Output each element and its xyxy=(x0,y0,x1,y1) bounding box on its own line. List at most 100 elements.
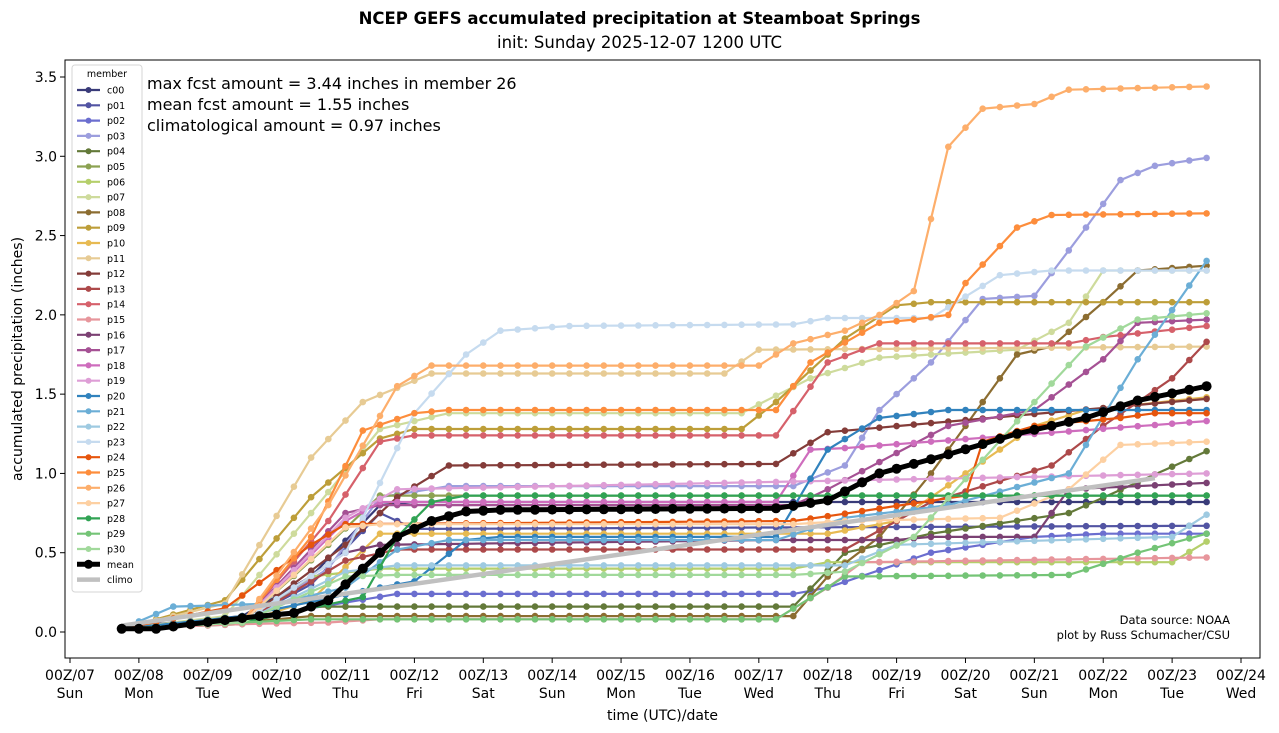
data-point xyxy=(945,540,952,547)
plot-frame xyxy=(64,59,1261,659)
data-point xyxy=(600,406,608,414)
data-point xyxy=(807,446,814,453)
x-tick-day: Mon xyxy=(1088,686,1118,702)
data-point xyxy=(1151,267,1159,274)
data-point xyxy=(445,536,453,544)
data-point xyxy=(703,460,711,468)
data-point xyxy=(256,555,263,563)
legend-label: p05 xyxy=(107,162,125,173)
data-point xyxy=(376,391,384,399)
data-point xyxy=(893,422,900,430)
data-point xyxy=(1186,298,1193,306)
data-point xyxy=(719,503,730,514)
data-point xyxy=(1048,556,1055,563)
data-point xyxy=(376,603,384,610)
data-point xyxy=(686,616,694,623)
data-point xyxy=(617,406,625,414)
data-point xyxy=(858,329,866,337)
data-point xyxy=(1048,328,1055,336)
data-point xyxy=(669,616,676,623)
data-point xyxy=(945,406,952,414)
data-point xyxy=(977,439,988,450)
legend-item-p16: p16 xyxy=(77,330,125,341)
data-point xyxy=(1013,406,1021,414)
data-point xyxy=(288,608,299,618)
data-point xyxy=(824,486,831,493)
data-point xyxy=(1048,380,1055,387)
data-point xyxy=(1203,554,1210,561)
data-point xyxy=(721,460,728,468)
data-point xyxy=(1117,176,1124,184)
data-point xyxy=(1168,306,1176,314)
data-point xyxy=(393,616,401,623)
x-tick-label: 00Z/08 xyxy=(114,668,164,684)
legend-marker xyxy=(85,87,92,93)
data-point xyxy=(962,435,969,443)
data-point xyxy=(1099,211,1107,218)
data-point xyxy=(445,495,453,503)
data-point xyxy=(858,507,866,515)
data-point xyxy=(652,492,659,499)
data-point xyxy=(1099,416,1107,423)
x-tick-day: Wed xyxy=(744,686,775,702)
data-point xyxy=(996,344,1004,352)
legend-label: p09 xyxy=(107,223,125,234)
legend-item-mean: mean xyxy=(77,559,134,571)
data-point xyxy=(342,514,349,522)
data-point xyxy=(428,616,435,623)
data-point xyxy=(841,352,849,360)
data-point xyxy=(411,562,418,569)
data-point xyxy=(342,417,349,424)
data-point xyxy=(772,346,780,353)
x-tick-label: 00Z/14 xyxy=(527,668,577,684)
data-point xyxy=(669,480,676,488)
data-point xyxy=(962,340,969,347)
data-point xyxy=(548,482,556,490)
data-point xyxy=(824,583,831,591)
legend-marker xyxy=(85,408,92,415)
series-line-p03 xyxy=(121,156,1207,630)
data-point xyxy=(686,492,694,499)
data-point xyxy=(738,520,745,528)
data-point xyxy=(514,616,521,623)
data-point xyxy=(772,392,780,400)
data-point xyxy=(684,503,695,514)
x-tick-day: Thu xyxy=(331,686,358,702)
data-point xyxy=(962,475,969,483)
data-point xyxy=(876,311,883,319)
data-point xyxy=(1186,439,1193,446)
data-point xyxy=(876,345,883,353)
data-point xyxy=(686,571,694,579)
data-point xyxy=(738,460,745,468)
data-point xyxy=(927,470,935,477)
data-point xyxy=(927,345,935,352)
legend-label: p12 xyxy=(107,269,125,280)
data-point xyxy=(307,578,315,585)
data-point xyxy=(652,498,659,506)
data-point xyxy=(325,501,332,509)
data-point xyxy=(583,425,590,433)
data-point xyxy=(1203,310,1210,317)
data-point xyxy=(945,437,952,444)
data-point xyxy=(996,271,1004,279)
data-point xyxy=(1099,560,1107,568)
data-point xyxy=(945,143,952,151)
data-point xyxy=(652,520,659,528)
data-point xyxy=(1203,470,1210,477)
data-point xyxy=(428,525,435,533)
data-point xyxy=(962,298,969,306)
data-point xyxy=(1203,492,1210,499)
data-point xyxy=(1203,530,1210,537)
data-point xyxy=(945,482,952,489)
data-point xyxy=(583,482,590,489)
data-point xyxy=(359,522,367,530)
legend-marker xyxy=(85,484,92,491)
data-point xyxy=(376,421,384,429)
data-point xyxy=(755,616,763,623)
data-point xyxy=(962,497,969,504)
data-point xyxy=(497,461,504,469)
data-point xyxy=(1151,498,1159,506)
legend-label: p08 xyxy=(107,208,125,219)
data-point xyxy=(841,435,849,443)
data-point xyxy=(514,370,521,377)
